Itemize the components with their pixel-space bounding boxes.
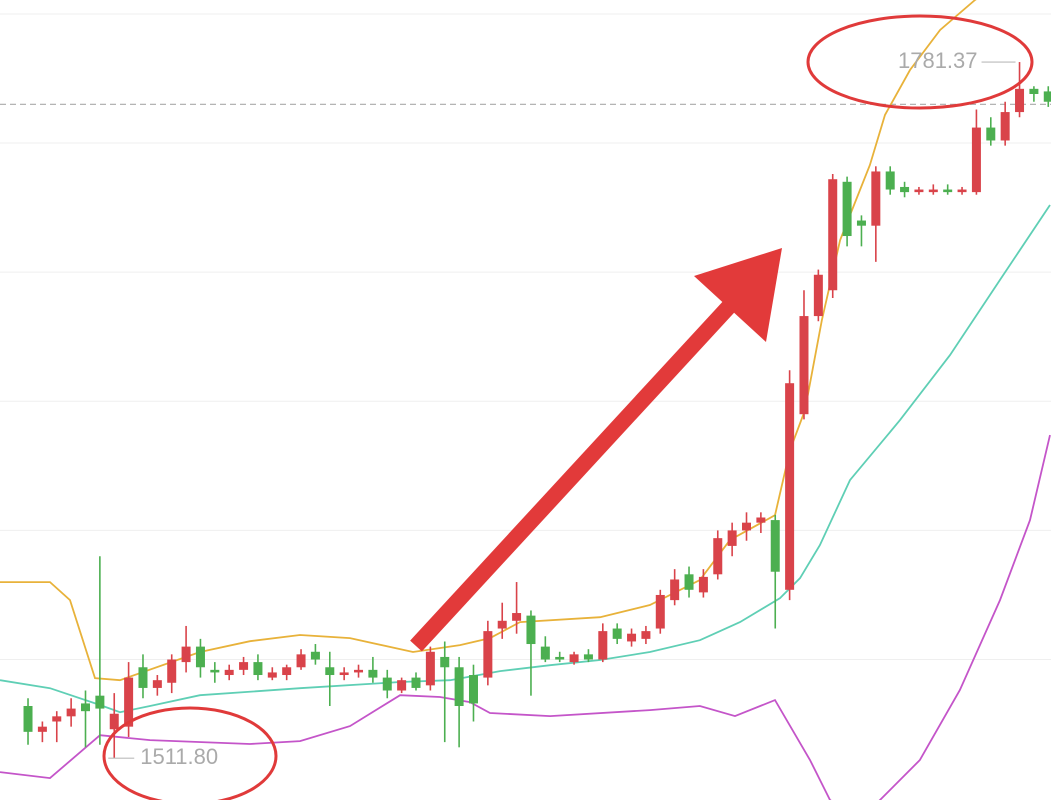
- candle-body: [1043, 91, 1051, 102]
- candle-body: [842, 181, 852, 237]
- price-label: 1511.80: [140, 744, 218, 769]
- candle-body: [756, 517, 766, 523]
- candle-body: [210, 669, 220, 673]
- candle-body: [785, 383, 795, 590]
- candle-body: [670, 579, 680, 601]
- candle-body: [598, 631, 608, 660]
- candle-body: [583, 654, 593, 660]
- annotations: 1781.37 1511.80: [108, 48, 1016, 769]
- candle-body: [742, 522, 752, 531]
- candle-body: [569, 654, 579, 663]
- candle-body: [167, 659, 177, 683]
- candle-body: [641, 631, 651, 639]
- candle-body: [181, 646, 191, 663]
- candle-body: [698, 576, 708, 593]
- candle-body: [310, 651, 320, 660]
- candle-body: [856, 220, 866, 226]
- arrow-shaft: [410, 294, 741, 652]
- candle-body: [368, 669, 378, 678]
- candle-body: [124, 677, 134, 727]
- candle-body: [239, 662, 249, 670]
- highlight-ellipse: [102, 706, 278, 800]
- candle-body: [928, 189, 938, 193]
- candle-body: [80, 703, 90, 712]
- candle-body: [713, 538, 723, 575]
- candle-body: [66, 708, 76, 717]
- candle-body: [1029, 88, 1039, 94]
- candle-body: [354, 669, 364, 673]
- grid: [0, 13, 1051, 661]
- candle-body: [526, 615, 536, 645]
- highlight-ellipse: [806, 14, 1034, 110]
- candle-body: [267, 672, 277, 678]
- candle-body: [454, 667, 464, 707]
- price-label: 1781.37: [898, 48, 978, 73]
- candle-body: [540, 646, 550, 660]
- candle-body: [612, 628, 622, 639]
- candle-body: [1000, 112, 1010, 141]
- candle-body: [943, 189, 953, 193]
- candle-body: [325, 667, 335, 676]
- candle-body: [37, 726, 47, 732]
- candle-body: [382, 677, 392, 691]
- candle-body: [397, 680, 407, 691]
- candle-body: [1015, 88, 1025, 113]
- candle-body: [986, 127, 996, 141]
- candle-body: [799, 316, 809, 415]
- band-line: [0, 0, 977, 682]
- candle-body: [483, 631, 493, 678]
- candle-body: [195, 646, 205, 668]
- candle-body: [224, 669, 234, 676]
- candle-body: [411, 677, 421, 688]
- candle-body: [555, 656, 565, 660]
- candle-body: [512, 613, 522, 621]
- candle-body: [971, 127, 981, 193]
- candle-body: [871, 171, 881, 226]
- candle-body: [339, 672, 349, 676]
- candle-body: [425, 651, 435, 686]
- candle-body: [914, 189, 924, 193]
- candle-body: [900, 186, 910, 193]
- candle-body: [253, 662, 263, 676]
- candle-body: [497, 620, 507, 629]
- arrow-head: [694, 248, 782, 342]
- candle-body: [813, 274, 823, 317]
- candle-body: [440, 656, 450, 668]
- candle-body: [727, 530, 737, 546]
- candle-body: [468, 675, 478, 704]
- candle-body: [152, 680, 162, 688]
- candle-body: [23, 706, 33, 732]
- band-line: [0, 204, 1051, 714]
- candle-body: [95, 695, 105, 709]
- candles: [23, 62, 1051, 759]
- candle-body: [138, 667, 148, 688]
- candle-body: [684, 574, 694, 590]
- trend-arrow: [410, 248, 782, 652]
- candle-body: [655, 594, 665, 629]
- candle-body: [109, 713, 119, 730]
- candle-body: [885, 171, 895, 190]
- candle-body: [828, 179, 838, 291]
- band-line: [0, 434, 1051, 800]
- candle-body: [52, 716, 62, 722]
- candle-body: [770, 520, 780, 572]
- candle-body: [957, 189, 967, 193]
- candle-body: [296, 654, 306, 668]
- candle-body: [627, 633, 637, 642]
- candle-body: [282, 667, 292, 676]
